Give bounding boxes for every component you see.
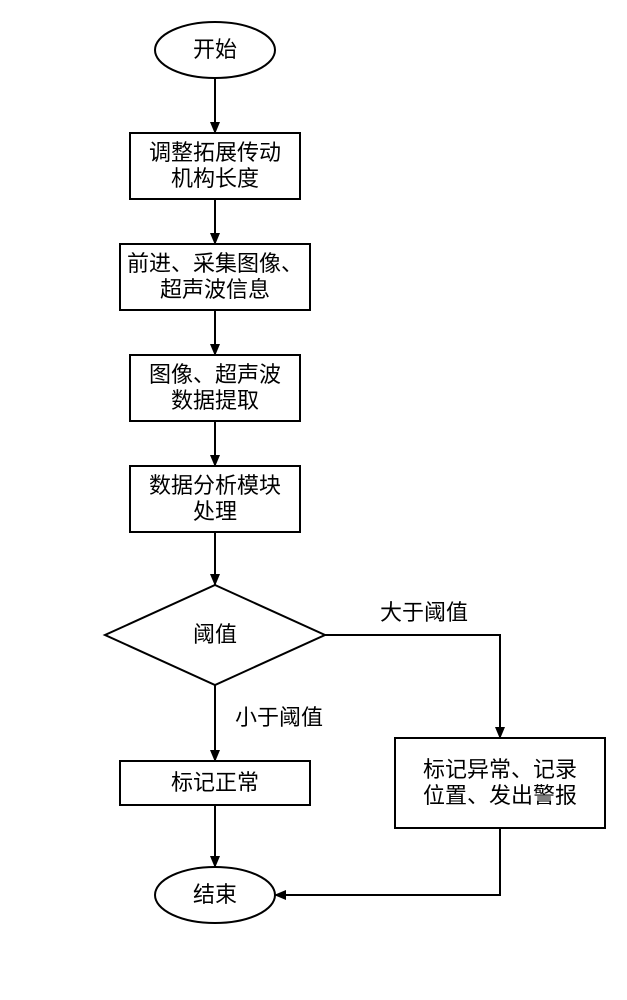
node-collect: 前进、采集图像、超声波信息	[120, 244, 310, 310]
svg-text:位置、发出警报: 位置、发出警报	[423, 783, 577, 808]
node-extract: 图像、超声波数据提取	[130, 355, 300, 421]
svg-text:机构长度: 机构长度	[171, 166, 259, 191]
node-start: 开始	[155, 22, 275, 78]
edge-label-thresh-normal: 小于阈值	[235, 705, 323, 730]
svg-text:数据分析模块: 数据分析模块	[149, 473, 281, 498]
svg-text:阈值: 阈值	[193, 622, 237, 647]
node-end: 结束	[155, 867, 275, 923]
svg-text:结束: 结束	[193, 882, 237, 907]
node-analyze: 数据分析模块处理	[130, 466, 300, 532]
node-normal: 标记正常	[120, 761, 310, 805]
node-thresh: 阈值	[105, 585, 325, 685]
svg-text:前进、采集图像、: 前进、采集图像、	[127, 251, 303, 276]
svg-text:调整拓展传动: 调整拓展传动	[149, 140, 281, 165]
svg-text:超声波信息: 超声波信息	[160, 277, 270, 302]
svg-text:开始: 开始	[193, 37, 237, 62]
svg-text:图像、超声波: 图像、超声波	[149, 362, 281, 387]
node-abnormal: 标记异常、记录位置、发出警报	[395, 738, 605, 828]
node-adjust: 调整拓展传动机构长度	[130, 133, 300, 199]
svg-text:处理: 处理	[193, 499, 237, 524]
edge-label-thresh-abnormal: 大于阈值	[380, 600, 468, 625]
svg-text:数据提取: 数据提取	[171, 388, 259, 413]
edge-abnormal-end	[275, 828, 500, 895]
svg-text:标记正常: 标记正常	[171, 770, 259, 795]
edge-thresh-abnormal	[325, 635, 500, 738]
svg-text:标记异常、记录: 标记异常、记录	[423, 757, 577, 782]
